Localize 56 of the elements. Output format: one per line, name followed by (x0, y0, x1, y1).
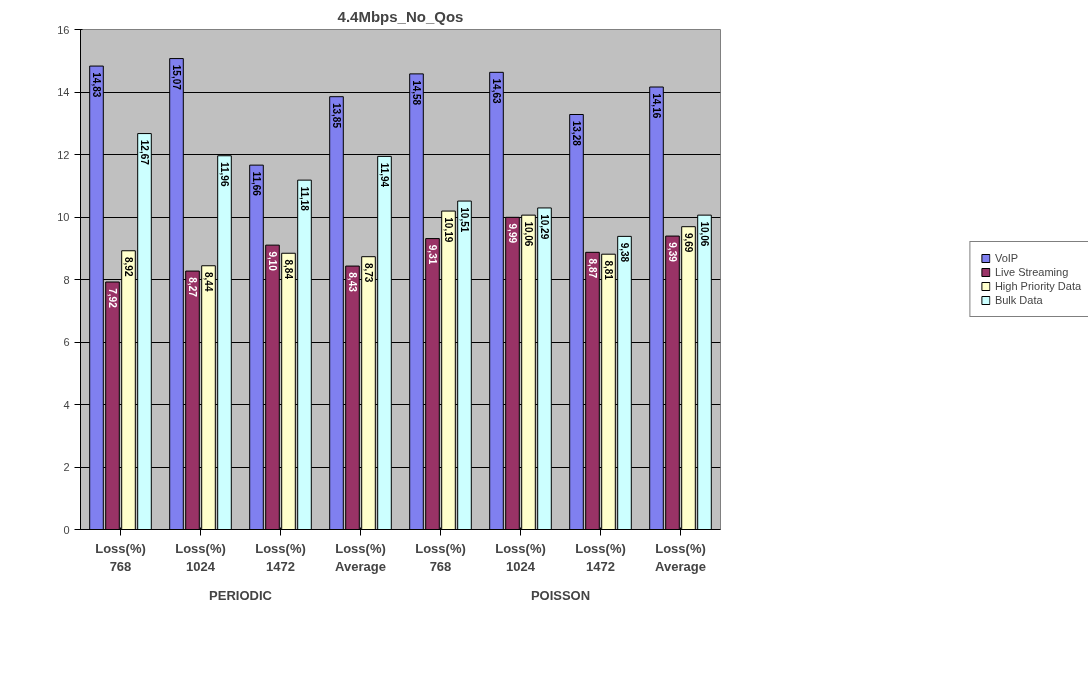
data-label: 12,67 (138, 139, 150, 166)
y-tick-label: 10 (57, 211, 70, 223)
data-label: 8,81 (602, 260, 614, 281)
x-tick-label: Loss(%) 1024 (175, 540, 226, 574)
data-label: 8,44 (202, 272, 214, 292)
y-tick-label: 2 (63, 461, 70, 473)
chart-title: 4.4Mbps_No_Qos (337, 7, 464, 25)
data-label: 10,06 (522, 221, 534, 247)
x-tick-label: Loss(%) Average (655, 540, 706, 574)
data-label: 10,06 (698, 221, 710, 247)
y-tick-label: 16 (57, 23, 70, 36)
data-label: 9,31 (426, 244, 438, 265)
data-label: 8,84 (282, 259, 294, 280)
data-label: 9,39 (666, 242, 678, 263)
y-tick-label: 8 (63, 273, 70, 286)
data-label: 14,58 (410, 80, 422, 106)
x-tick-label: Loss(%) Average (335, 540, 386, 574)
data-label: 14,83 (90, 72, 102, 98)
y-tick-label: 12 (57, 148, 70, 161)
y-tick-label: 14 (57, 86, 70, 98)
data-label: 8,43 (346, 272, 358, 293)
data-label: 15,07 (170, 64, 182, 91)
data-label: 9,69 (682, 232, 694, 253)
data-label: 14,63 (490, 78, 502, 105)
x-tick-label: Loss(%) 1472 (255, 540, 306, 574)
x-tick-label: Loss(%) 768 (415, 540, 466, 574)
data-label: 10,51 (458, 207, 470, 233)
data-label: 9,10 (266, 251, 278, 272)
y-tick-label: 4 (63, 398, 70, 411)
y-tick-label: 0 (63, 523, 70, 536)
data-label: 9,99 (506, 223, 518, 244)
x-tick-label: Loss(%) 1024 (495, 540, 546, 574)
data-label: 11,18 (298, 186, 310, 212)
legend-label: VoIP (994, 252, 1019, 264)
data-label: 10,29 (538, 214, 550, 240)
legend-label: High Priority Data (994, 280, 1082, 292)
x-tick-label: Loss(%) 1472 (575, 540, 626, 574)
legend-label: Live Streaming (994, 266, 1069, 278)
data-label: 14,16 (650, 93, 662, 119)
data-label: 9,38 (618, 242, 630, 263)
data-label: 8,87 (586, 258, 598, 279)
data-label: 8,27 (186, 277, 198, 298)
text: PERIODIC (209, 587, 273, 603)
data-label: 11,94 (378, 162, 390, 188)
legend-label: Bulk Data (994, 294, 1043, 306)
data-label: 13,28 (570, 120, 582, 147)
text: POISSON (530, 587, 591, 603)
data-label: 10,19 (442, 217, 454, 243)
data-label: 7,92 (106, 288, 118, 309)
data-label: 11,96 (218, 162, 230, 187)
x-tick-label: Loss(%) 768 (95, 540, 146, 574)
data-label: 11,66 (250, 171, 262, 197)
y-tick-label: 6 (63, 336, 70, 348)
data-label: 8,73 (362, 262, 374, 283)
data-label: 13,85 (330, 102, 342, 129)
data-label: 8,92 (122, 257, 134, 277)
